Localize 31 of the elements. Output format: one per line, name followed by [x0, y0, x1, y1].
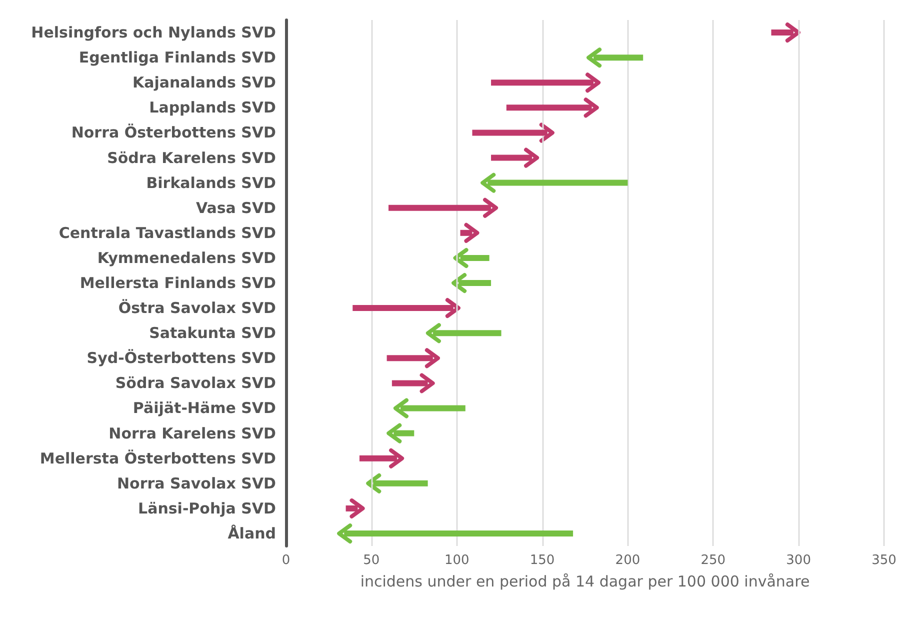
y-tick-label: Länsi-Pohja SVD	[138, 499, 276, 518]
y-tick-label: Åland	[228, 524, 276, 542]
y-tick-label: Kymmenedalens SVD	[97, 248, 276, 267]
x-tick-label: 350	[872, 553, 896, 568]
y-tick-label: Södra Karelens SVD	[107, 148, 276, 167]
bar	[458, 280, 492, 286]
y-tick-label: Kajanalands SVD	[132, 74, 276, 92]
y-tick-label: Norra Savolax SVD	[116, 474, 276, 492]
y-tick-label: Helsingfors och Nylands SVD	[31, 24, 276, 42]
x-tick-label: 250	[700, 553, 726, 568]
y-tick-label: Norra Österbottens SVD	[71, 124, 276, 142]
x-tick-label: 150	[530, 553, 555, 568]
y-tick-label: Syd-Österbottens SVD	[86, 349, 276, 368]
y-tick-label: Centrala Tavastlands SVD	[58, 224, 276, 242]
y-tick-label: Mellersta Finlands SVD	[80, 274, 276, 292]
x-tick-label: 50	[363, 553, 380, 568]
y-tick-label: Norra Karelens SVD	[108, 424, 276, 442]
x-axis-title: incidens under en period på 14 dagar per 100 000 invånare	[360, 572, 810, 590]
y-tick-label: Södra Savolax SVD	[115, 374, 276, 392]
x-tick-label: 300	[786, 553, 811, 568]
y-tick-label: Satakunta SVD	[149, 324, 276, 342]
x-tick-label: 0	[282, 553, 290, 568]
y-tick-label: Egentliga Finlands SVD	[78, 48, 276, 67]
x-tick-label: 100	[444, 553, 470, 568]
y-tick-label: Birkalands SVD	[146, 174, 276, 192]
y-tick-label: Mellersta Österbottens SVD	[40, 449, 276, 468]
y-tick-label: Vasa SVD	[196, 198, 276, 217]
y-tick-label: Östra Savolax SVD	[118, 299, 276, 318]
y-tick-label: Päijät-Häme SVD	[132, 399, 276, 418]
x-tick-label: 200	[615, 553, 640, 568]
y-tick-label: Lapplands SVD	[149, 98, 276, 117]
